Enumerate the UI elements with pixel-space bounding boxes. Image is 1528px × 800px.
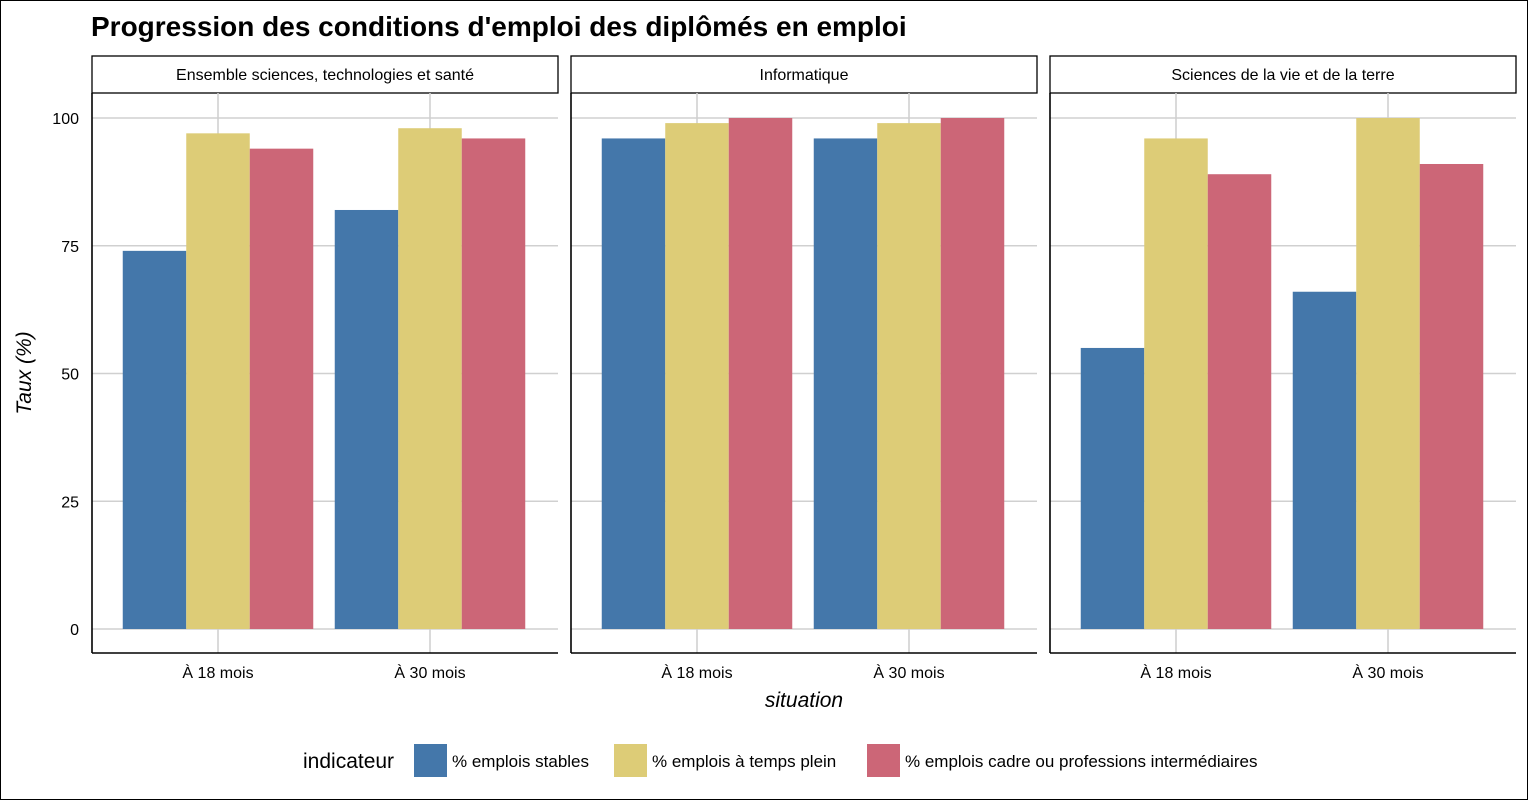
facet-strip (570, 55, 1038, 94)
bar (877, 123, 941, 630)
facet-label: Sciences de la vie et de la terre (1171, 67, 1394, 84)
facet-panels: Ensemble sciences, technologies et santé… (52, 55, 1517, 682)
facet-strip (1049, 55, 1517, 94)
chart-title: Progression des conditions d'emploi des … (91, 11, 907, 42)
bar (1207, 174, 1272, 629)
bar (334, 209, 399, 630)
x-axis-title: situation (765, 689, 843, 712)
legend-item: % emplois cadre ou professions intermédi… (867, 744, 1257, 777)
bar (1356, 118, 1420, 629)
bar (940, 118, 1005, 629)
legend-label: % emplois stables (452, 752, 589, 771)
x-tick-label: À 18 mois (182, 663, 253, 682)
legend-swatch (614, 744, 647, 777)
bar (1080, 347, 1145, 629)
bar (122, 250, 187, 630)
legend-swatch (867, 744, 900, 777)
y-tick-label: 25 (61, 494, 79, 511)
legend-swatch (414, 744, 447, 777)
bar (1292, 291, 1357, 629)
facet-panel: Informatique À 18 mois À 30 mois (570, 55, 1038, 682)
legend-item: % emplois à temps plein (614, 744, 836, 777)
y-tick-label: 75 (61, 239, 79, 256)
facet-label: Ensemble sciences, technologies et santé (176, 67, 474, 84)
bar (461, 138, 526, 629)
bar (665, 123, 729, 630)
y-tick-label: 50 (61, 367, 79, 384)
facet-strip (91, 55, 559, 94)
legend-item: % emplois stables (414, 744, 589, 777)
legend-label: % emplois à temps plein (652, 752, 836, 771)
bar (813, 138, 878, 629)
x-tick-label: À 18 mois (1140, 663, 1211, 682)
y-axis-title: Taux (%) (13, 331, 36, 414)
bar (249, 148, 314, 629)
bar (186, 133, 250, 629)
bar (601, 138, 666, 629)
bar (1419, 163, 1484, 630)
bar (728, 118, 793, 629)
y-tick-label: 0 (70, 622, 79, 639)
facet-label: Informatique (760, 67, 849, 84)
x-tick-label: À 18 mois (661, 663, 732, 682)
x-tick-label: À 30 mois (1352, 663, 1423, 682)
legend-title: indicateur (303, 750, 394, 773)
y-tick-label: 100 (52, 111, 79, 128)
legend: indicateur % emplois stables % emplois à … (303, 744, 1257, 777)
x-tick-label: À 30 mois (873, 663, 944, 682)
facet-panel: Ensemble sciences, technologies et santé… (91, 55, 559, 682)
bar (1144, 138, 1208, 629)
legend-label: % emplois cadre ou professions intermédi… (905, 752, 1257, 771)
bar (398, 128, 462, 629)
x-tick-label: À 30 mois (394, 663, 465, 682)
facet-panel: Sciences de la vie et de la terre À 18 mo… (1049, 55, 1517, 682)
